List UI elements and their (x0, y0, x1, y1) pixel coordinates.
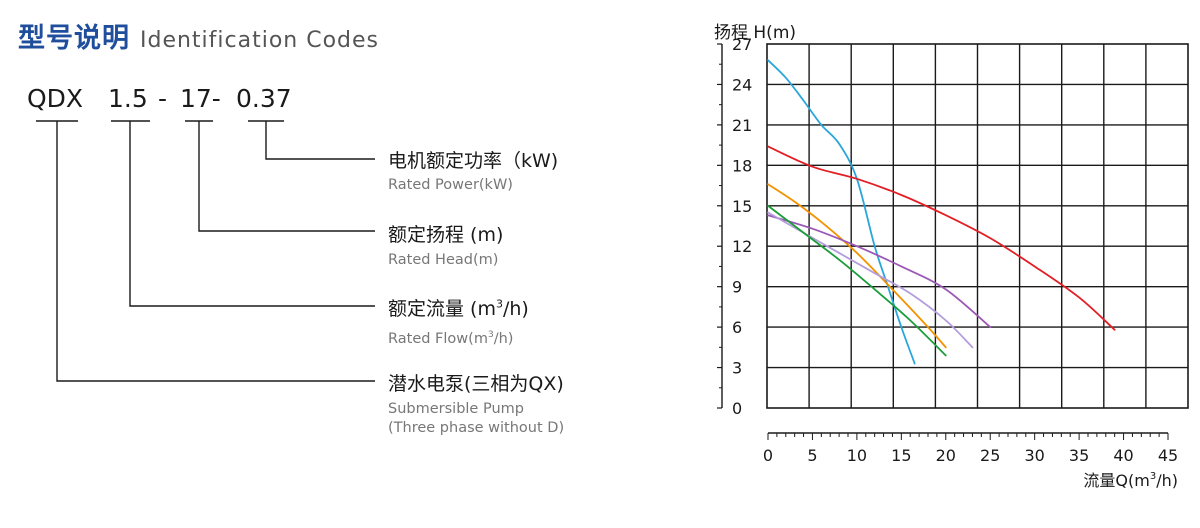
x-tick-label: 0 (763, 446, 773, 465)
x-axis-title: 流量Q(m3/h) (1083, 471, 1178, 490)
series-line-4 (767, 214, 992, 329)
y-tick-label: 3 (732, 359, 742, 378)
chart-grid (766, 43, 1189, 409)
label-rated-power-en: Rated Power(kW) (388, 177, 513, 193)
performance-chart: 扬程 H(m) 流量Q(m3/h) 0 3 6 9 12 15 18 21 24 27 0 5 10 1… (714, 23, 1189, 490)
model-code-series: QDX (27, 84, 84, 113)
leader-power (265, 121, 375, 160)
model-code-power: 0.37 (236, 84, 292, 113)
y-tick-label: 6 (732, 318, 742, 337)
y-axis-title: 扬程 H(m) (714, 23, 796, 43)
leader-series (56, 121, 375, 382)
model-code-head: 17- (180, 84, 221, 113)
label-rated-flow-en: Rated Flow(m3/h) (388, 330, 514, 347)
x-tick-label: 20 (936, 446, 956, 465)
heading-en: Identification Codes (140, 28, 380, 53)
y-tick-label: 0 (732, 399, 742, 418)
x-tick-label: 40 (1113, 446, 1133, 465)
x-tick-label: 25 (980, 446, 1000, 465)
x-tick-label: 30 (1024, 446, 1044, 465)
y-tick-label: 18 (732, 156, 752, 175)
series-line-2 (767, 145, 1116, 331)
model-code-separator: - (158, 84, 168, 113)
y-tick-label: 27 (732, 35, 752, 54)
label-three-phase-note: (Three phase without D) (388, 420, 565, 436)
x-tick-label: 35 (1069, 446, 1089, 465)
heading-cn: 型号说明 (18, 23, 130, 54)
label-rated-power-cn: 电机额定功率（kW) (388, 150, 559, 172)
x-tick-label: 10 (847, 446, 867, 465)
series-line-6 (767, 204, 947, 357)
leader-head (198, 121, 375, 232)
section-heading: 型号说明 Identification Codes (18, 16, 379, 55)
y-axis: 0 3 6 9 12 15 18 21 24 27 (717, 35, 752, 418)
y-tick-label: 12 (732, 237, 752, 256)
label-rated-head-en: Rated Head(m) (388, 252, 499, 268)
label-submersible-pump-en: Submersible Pump (388, 401, 524, 417)
model-code-flow: 1.5 (108, 84, 148, 113)
code-leader-lines (36, 120, 375, 382)
chart-series (767, 59, 1116, 365)
label-submersible-pump-cn: 潜水电泵(三相为QX) (388, 373, 564, 395)
x-tick-label: 15 (891, 446, 911, 465)
y-tick-label: 24 (732, 75, 752, 94)
x-axis: 0 5 10 15 20 25 30 35 40 45 (763, 432, 1178, 465)
y-tick-label: 9 (732, 278, 742, 297)
series-line-3 (767, 183, 947, 349)
x-tick-label: 5 (807, 446, 817, 465)
label-rated-head-cn: 额定扬程 (m) (388, 224, 504, 246)
y-tick-label: 15 (732, 197, 752, 216)
leader-flow (129, 121, 375, 307)
x-tick-label: 45 (1158, 446, 1178, 465)
y-tick-label: 21 (732, 116, 752, 135)
label-rated-flow-cn: 额定流量 (m3/h) (388, 297, 529, 320)
